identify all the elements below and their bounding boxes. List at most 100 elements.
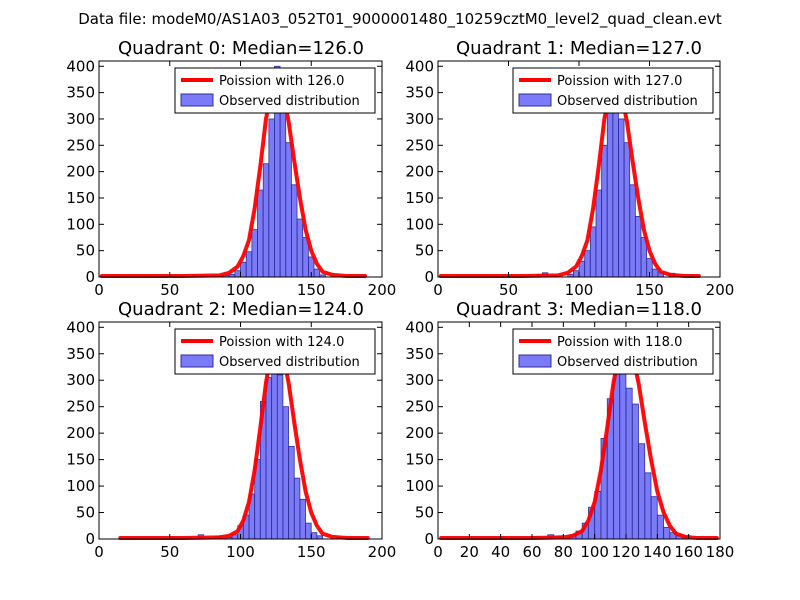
quadrant-1-legend-poisson-label: Poission with 127.0	[557, 74, 682, 89]
quadrant-2-y-tick-label: 150	[66, 451, 95, 469]
quadrant-3-y-tick-label: 250	[405, 398, 434, 416]
quadrant-0-hist-bar	[251, 229, 258, 278]
quadrant-3-legend: Poission with 118.0 Observed distribution	[512, 328, 714, 375]
quadrant-3-x-tick-label: 120	[612, 543, 641, 561]
quadrant-2-hist-bar	[305, 522, 312, 540]
quadrant-0-legend-observed-label: Observed distribution	[219, 94, 360, 109]
figure-suptitle: Data file: modeM0/AS1A03_052T01_90000014…	[78, 10, 722, 29]
quadrant-3-hist-bar	[613, 363, 621, 540]
quadrant-3-y-tick-label: 350	[405, 345, 434, 363]
quadrant-0-hist-bar	[262, 163, 270, 278]
quadrant-2-hist-bar	[299, 498, 306, 540]
quadrant-3-y-tick-label: 0	[424, 530, 434, 548]
quadrant-2-legend-bar-swatch	[180, 354, 214, 368]
quadrant-0-title: Quadrant 0: Median=126.0	[118, 38, 364, 59]
quadrant-2-x-tick-label: 200	[368, 543, 397, 561]
quadrant-3-x-tick-label: 0	[433, 543, 443, 561]
quadrant-3-y-tick-label: 200	[405, 424, 434, 442]
quadrant-0-x-tick-label: 150	[297, 281, 326, 299]
quadrant-2-x-tick-label: 150	[297, 543, 326, 561]
quadrant-2-hist-bar	[293, 477, 301, 540]
quadrant-3-x-tick-label: 140	[643, 543, 672, 561]
quadrant-0-x-tick-label: 0	[94, 281, 104, 299]
quadrant-3-plot: Quadrant 3: Median=118.0 0 20 40 60 80 100 120…	[405, 299, 734, 561]
quadrant-1-x-tick-label: 200	[706, 281, 735, 299]
quadrant-0-y-tick-label: 50	[76, 242, 95, 260]
quadrant-1-legend: Poission with 127.0 Observed distribution	[512, 67, 714, 114]
quadrant-2-y-tick-label: 250	[66, 398, 95, 416]
quadrant-0-y-tick-label: 250	[66, 136, 95, 154]
quadrant-2-hist-bar	[282, 406, 289, 540]
quadrant-3-hist-bar	[625, 387, 633, 540]
quadrant-0-y-tick-label: 200	[66, 163, 95, 181]
quadrant-1-hist-bar	[589, 226, 597, 278]
quadrant-3-y-tick-label: 150	[405, 451, 434, 469]
quadrant-3-y-tick-label: 300	[405, 371, 434, 389]
quadrant-2-title: Quadrant 2: Median=124.0	[118, 299, 364, 320]
quadrant-1-legend-observed-label: Observed distribution	[557, 94, 698, 109]
quadrant-0-y-tick-label: 100	[66, 215, 95, 233]
quadrant-2-y-tick-label: 400	[66, 318, 95, 336]
quadrant-1-hist-bar	[584, 250, 591, 278]
quadrant-0-x-tick-label: 50	[160, 281, 179, 299]
quadrant-1-y-tick-label: 150	[405, 189, 434, 207]
quadrant-3-x-tick-label: 100	[580, 543, 609, 561]
quadrant-2-y-tick-label: 0	[85, 530, 95, 548]
quadrant-3-legend-poisson-label: Poission with 118.0	[557, 335, 682, 350]
quadrant-0-hist-bar	[291, 184, 298, 278]
quadrant-1-plot: Quadrant 1: Median=127.0 0 50 100 150 200 0 50…	[405, 38, 734, 299]
quadrant-1-title: Quadrant 1: Median=127.0	[456, 38, 702, 59]
quadrant-0-hist-bar	[285, 142, 292, 278]
quadrant-3-x-tick-label: 20	[460, 543, 479, 561]
quadrant-3-hist-bar	[657, 514, 664, 540]
quadrant-0-y-tick-label: 300	[66, 110, 95, 128]
quadrant-1-hist-bar	[573, 270, 580, 278]
quadrant-3-x-tick-label: 180	[706, 543, 735, 561]
quadrant-1-hist-bar	[635, 216, 642, 278]
quadrant-0-y-tick-label: 350	[66, 84, 95, 102]
quadrant-0-y-tick-label: 150	[66, 189, 95, 207]
quadrant-3-y-tick-label: 50	[415, 504, 434, 522]
quadrant-3-y-tick-label: 100	[405, 477, 434, 495]
quadrant-3-axes-frame	[437, 321, 721, 540]
quadrant-2-y-tick-label: 100	[66, 477, 95, 495]
quadrant-2-y-tick-label: 50	[76, 504, 95, 522]
quadrant-2-hist-bar	[276, 374, 284, 540]
quadrant-3-y-tick-label: 400	[405, 318, 434, 336]
quadrant-1-y-tick-label: 400	[405, 57, 434, 75]
quadrant-0-legend: Poission with 126.0 Observed distribution	[174, 67, 376, 114]
quadrant-1-hist-bar	[606, 105, 614, 278]
quadrant-0-legend-bar-swatch	[180, 93, 214, 107]
quadrant-3-hist-bar	[644, 472, 652, 540]
quadrant-1-y-tick-label: 200	[405, 163, 434, 181]
quadrant-2-hist-bar	[265, 377, 272, 540]
quadrant-0-y-tick-label: 400	[66, 57, 95, 75]
quadrant-3-hist-bar	[631, 403, 639, 540]
quadrant-0-hist-bar	[240, 261, 247, 278]
quadrant-1-y-tick-label: 0	[424, 268, 434, 286]
quadrant-1-hist-bar	[629, 184, 636, 278]
quadrant-1-x-tick-label: 150	[635, 281, 664, 299]
quadrant-1-y-tick-label: 100	[405, 215, 434, 233]
quadrant-1-hist-bar	[601, 144, 608, 278]
quadrant-0-plot: Quadrant 0: Median=126.0 0 50 100 150 200 0 50…	[66, 38, 396, 299]
quadrant-2-x-tick-label: 100	[226, 543, 255, 561]
quadrant-2-legend-poisson-label: Poission with 124.0	[219, 335, 344, 350]
quadrant-2-y-tick-label: 300	[66, 371, 95, 389]
quadrant-2-y-tick-label: 350	[66, 345, 95, 363]
quadrant-1-hist-bar	[595, 189, 602, 278]
quadrant-0-hist-bar	[257, 189, 264, 278]
quadrant-2-legend-observed-label: Observed distribution	[219, 355, 360, 370]
quadrant-0-x-tick-label: 200	[368, 281, 397, 299]
quadrant-0-hist-bar	[268, 118, 275, 278]
quadrant-1-x-tick-label: 50	[499, 281, 518, 299]
quadrant-3-x-tick-label: 160	[674, 543, 703, 561]
quadrant-0-x-tick-label: 100	[226, 281, 255, 299]
quadrant-1-hist-bar	[651, 268, 659, 278]
quadrant-0-hist-bar	[245, 251, 253, 278]
quadrant-2-hist-bar	[310, 532, 318, 540]
quadrant-3-hist-bar	[663, 526, 671, 540]
quadrant-0-hist-bar	[296, 218, 304, 278]
quadrant-3-legend-observed-label: Observed distribution	[557, 355, 698, 370]
